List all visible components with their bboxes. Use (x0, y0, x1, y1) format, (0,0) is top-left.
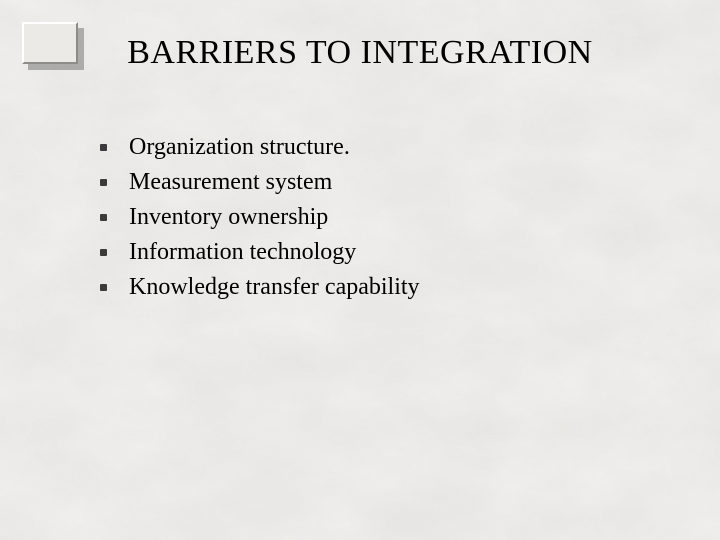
list-item-label: Information technology (129, 239, 356, 266)
list-item-label: Organization structure. (129, 134, 350, 161)
list-item-label: Knowledge transfer capability (129, 274, 420, 301)
slide-title: BARRIERS TO INTEGRATION (0, 34, 720, 72)
bullet-icon (100, 214, 107, 221)
bullet-icon (100, 249, 107, 256)
bullet-list: Organization structure. Measurement syst… (100, 130, 420, 305)
list-item-label: Measurement system (129, 169, 332, 196)
bullet-icon (100, 179, 107, 186)
list-item-label: Inventory ownership (129, 204, 328, 231)
bullet-icon (100, 284, 107, 291)
list-item: Information technology (100, 235, 420, 270)
bullet-icon (100, 144, 107, 151)
list-item: Knowledge transfer capability (100, 270, 420, 305)
list-item: Organization structure. (100, 130, 420, 165)
list-item: Measurement system (100, 165, 420, 200)
slide: BARRIERS TO INTEGRATION Organization str… (0, 0, 720, 540)
list-item: Inventory ownership (100, 200, 420, 235)
